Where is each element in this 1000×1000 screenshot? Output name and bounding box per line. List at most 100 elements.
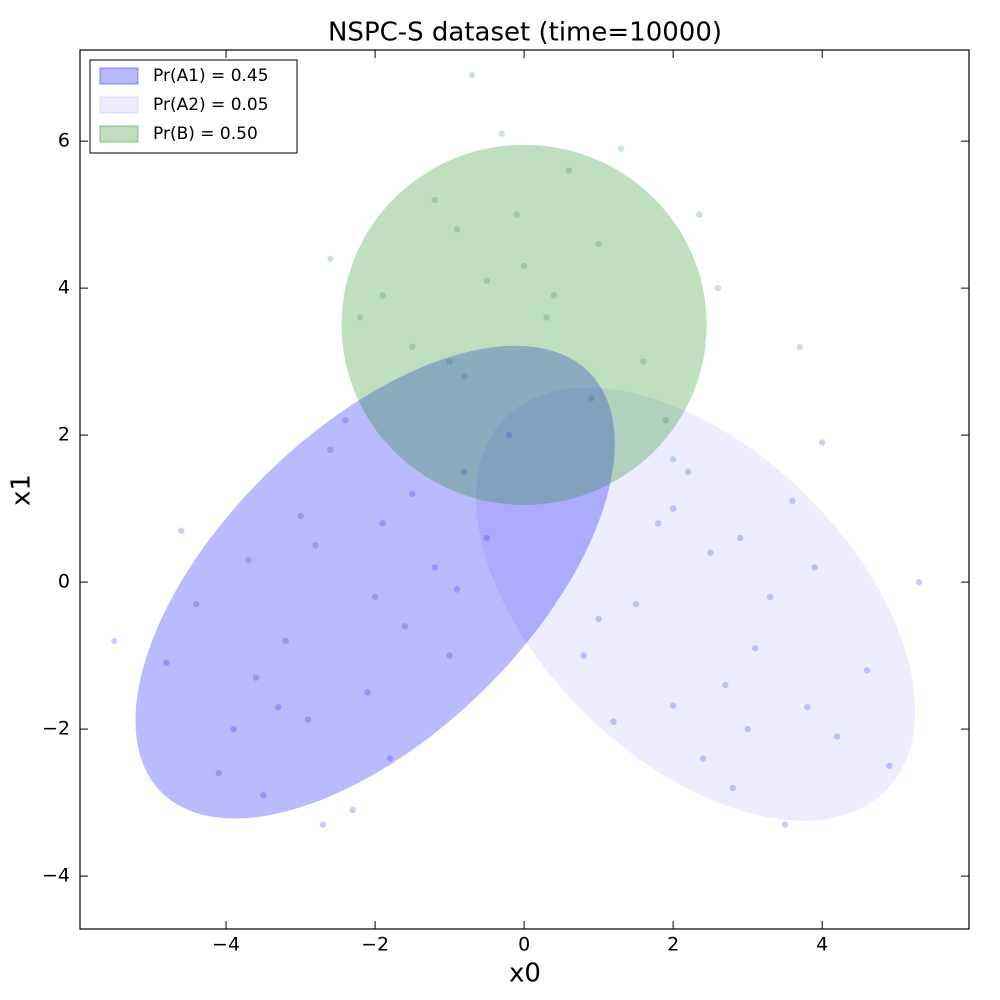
x-tick-label: −2 [361, 934, 389, 956]
legend-label: Pr(B) = 0.50 [153, 124, 258, 144]
point [297, 512, 304, 520]
point [230, 725, 237, 733]
y-tick-label: 0 [58, 571, 70, 593]
point [662, 417, 669, 424]
point [446, 358, 453, 365]
y-tick-label: 2 [58, 424, 70, 446]
point [617, 145, 625, 152]
x-tick-label: −4 [212, 934, 240, 956]
point [751, 645, 759, 652]
point [245, 556, 252, 564]
legend-label: Pr(A1) = 0.45 [153, 66, 269, 86]
point [684, 468, 692, 476]
point [379, 292, 386, 299]
point [163, 659, 170, 667]
ellipse [341, 144, 707, 505]
point [744, 725, 751, 733]
point [252, 674, 260, 681]
point [431, 196, 438, 204]
point [349, 806, 356, 814]
point [729, 784, 736, 792]
point [565, 167, 573, 174]
point [379, 520, 386, 527]
point [550, 292, 558, 299]
point [461, 373, 468, 380]
point [304, 716, 312, 723]
legend-swatch [99, 67, 139, 85]
point [818, 439, 826, 446]
legend-swatch [99, 96, 139, 114]
point [804, 703, 811, 711]
point [789, 498, 796, 505]
point [461, 468, 468, 476]
point [282, 637, 289, 645]
x-tick-label: 2 [667, 934, 679, 956]
point [506, 431, 513, 439]
point [781, 821, 789, 828]
y-tick-label: −2 [42, 718, 70, 740]
chart-title: NSPC-S dataset (time=10000) [328, 18, 722, 48]
point [699, 755, 707, 762]
point [275, 703, 282, 711]
point [595, 615, 602, 623]
point [669, 505, 677, 512]
point [707, 549, 714, 556]
point [483, 534, 491, 542]
point [483, 277, 491, 284]
point [178, 527, 185, 534]
point [655, 520, 662, 527]
point [833, 733, 841, 740]
y-axis-label: x1 [7, 474, 37, 506]
point [453, 586, 461, 593]
point [468, 71, 476, 79]
point [722, 681, 729, 689]
point [520, 262, 528, 270]
point [737, 534, 744, 542]
ellipse [475, 387, 916, 821]
point [111, 637, 118, 645]
point [371, 593, 379, 601]
point [409, 490, 416, 498]
y-tick-label: 6 [58, 130, 70, 152]
point [632, 600, 640, 608]
point [215, 769, 222, 777]
legend-box [89, 59, 298, 154]
point [811, 564, 818, 571]
point [587, 395, 595, 402]
y-tick-label: 4 [58, 277, 70, 299]
point [714, 284, 722, 292]
legend-label: Pr(A2) = 0.05 [153, 95, 269, 115]
x-tick-label: 4 [816, 934, 828, 956]
point [446, 652, 453, 659]
plot-area [111, 71, 923, 828]
point [327, 255, 334, 262]
point [669, 456, 677, 463]
point [863, 667, 871, 674]
point [431, 564, 438, 571]
point [766, 593, 774, 601]
ellipse [135, 345, 615, 819]
point [401, 623, 409, 630]
point [260, 792, 267, 799]
point [498, 130, 505, 137]
point [364, 689, 371, 696]
point [696, 211, 703, 218]
point [595, 240, 602, 248]
point [796, 343, 804, 351]
point [312, 542, 319, 549]
point [915, 578, 923, 586]
point [640, 358, 647, 365]
point [342, 417, 349, 424]
legend-swatch [99, 125, 139, 143]
point [453, 226, 461, 233]
y-tick-label: −4 [42, 865, 70, 887]
legend: Pr(A1) = 0.45 Pr(A2) = 0.05 Pr(B) = 0.50 [89, 59, 298, 154]
point [356, 314, 364, 321]
point [610, 718, 617, 725]
point [386, 755, 394, 762]
point [580, 652, 587, 659]
x-tick-label: 0 [518, 934, 530, 956]
point [543, 314, 550, 321]
